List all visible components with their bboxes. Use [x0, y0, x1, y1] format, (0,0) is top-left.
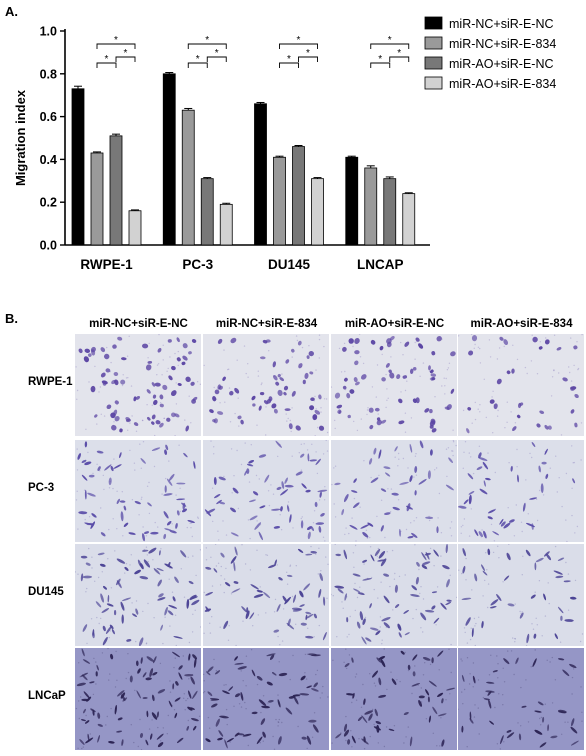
- micrograph-image: [203, 440, 329, 542]
- y-tick-label: 1.0: [40, 25, 57, 39]
- micrograph-image: [331, 544, 457, 646]
- micrograph-image: [458, 544, 584, 646]
- bar-lncap-series-3: [383, 178, 397, 246]
- bar-du145-series-4: [311, 178, 324, 246]
- micrograph-image: [458, 334, 584, 436]
- significance-star: *: [287, 54, 291, 65]
- significance-bracket: [370, 43, 410, 49]
- bar-pc-3-series-1: [162, 73, 176, 246]
- significance-star: *: [105, 54, 109, 65]
- legend-swatch: [424, 56, 443, 70]
- significance-bracket: [279, 43, 318, 49]
- row-label: RWPE-1: [28, 376, 73, 388]
- bar-rwpe-1-series-3: [109, 135, 123, 246]
- y-axis-title: Migration index: [13, 89, 28, 186]
- row-label: LNCaP: [28, 690, 66, 702]
- micrograph-image: [331, 648, 457, 750]
- x-tick-label: LNCAP: [357, 257, 404, 272]
- x-tick-label: PC-3: [182, 257, 213, 272]
- y-tick-label: 0.4: [40, 153, 57, 167]
- significance-star: *: [297, 35, 301, 46]
- micrograph-image: [75, 334, 201, 436]
- column-header: miR-AO+siR-E-834: [470, 318, 573, 330]
- bar-du145-series-2: [273, 156, 286, 246]
- legend-label: miR-AO+siR-E-NC: [449, 57, 554, 71]
- y-tick-label: 0.2: [40, 196, 57, 210]
- significance-star: *: [306, 48, 310, 59]
- micrograph-image: [203, 334, 329, 436]
- column-header: miR-NC+siR-E-NC: [89, 318, 188, 330]
- panel-b-label: B.: [5, 311, 18, 326]
- significance-star: *: [205, 35, 209, 46]
- significance-bracket: [279, 62, 299, 68]
- micrograph-image: [331, 440, 457, 542]
- bar-lncap-series-1: [345, 156, 359, 246]
- micrograph-image: [458, 648, 584, 750]
- micrograph-image: [203, 648, 329, 750]
- legend-label: miR-AO+siR-E-834: [449, 77, 556, 91]
- bar-lncap-series-4: [402, 193, 416, 246]
- column-header: miR-AO+siR-E-NC: [344, 318, 445, 330]
- significance-star: *: [196, 54, 200, 65]
- bar-pc-3-series-3: [200, 178, 214, 246]
- micrograph-image: [331, 334, 457, 436]
- y-tick-label: 0.8: [40, 67, 57, 81]
- significance-bracket: [187, 43, 227, 49]
- bar-rwpe-1-series-4: [128, 210, 142, 246]
- significance-star: *: [124, 48, 128, 59]
- y-tick-label: 0.6: [40, 110, 57, 124]
- significance-bracket: [298, 56, 318, 62]
- legend-swatch: [424, 16, 443, 30]
- legend-swatch: [424, 76, 443, 90]
- micrograph-image: [75, 648, 201, 750]
- significance-star: *: [397, 48, 401, 59]
- bar-rwpe-1-series-1: [71, 88, 85, 246]
- panel-a-label: A.: [5, 4, 18, 19]
- significance-star: *: [114, 35, 118, 46]
- panel-a-bar-chart: Migration index 0.0 0.2 0.4 0.6 0.8 1.0 RWPE-1…: [13, 16, 556, 272]
- x-tick-label: RWPE-1: [80, 257, 133, 272]
- micrograph-image: [75, 544, 201, 646]
- micrograph-image: [75, 440, 201, 542]
- column-header: miR-NC+siR-E-834: [215, 318, 318, 330]
- bar-rwpe-1-series-2: [90, 152, 104, 246]
- micrograph-image: [203, 544, 329, 646]
- significance-bracket: [206, 56, 227, 62]
- bar-du145-series-1: [254, 103, 267, 246]
- legend-label: miR-NC+siR-E-NC: [449, 17, 554, 31]
- significance-star: *: [215, 48, 219, 59]
- significance-bracket: [96, 62, 117, 68]
- significance-star: *: [388, 35, 392, 46]
- y-tick-label: 0.0: [40, 239, 57, 253]
- legend-swatch: [424, 36, 443, 50]
- significance-star: *: [378, 54, 382, 65]
- x-tick-label: DU145: [268, 257, 311, 272]
- bar-pc-3-series-2: [181, 109, 195, 246]
- significance-bracket: [115, 56, 136, 62]
- significance-bracket: [370, 62, 391, 68]
- bar-lncap-series-2: [364, 167, 378, 246]
- row-label: PC-3: [28, 482, 55, 494]
- significance-bracket: [389, 56, 410, 62]
- significance-bracket: [187, 62, 208, 68]
- bar-pc-3-series-4: [219, 203, 233, 246]
- significance-bracket: [96, 43, 136, 49]
- row-label: DU145: [28, 586, 64, 598]
- legend-label: miR-NC+siR-E-834: [449, 37, 556, 51]
- bar-du145-series-3: [292, 146, 305, 246]
- micrograph-image: [458, 440, 584, 542]
